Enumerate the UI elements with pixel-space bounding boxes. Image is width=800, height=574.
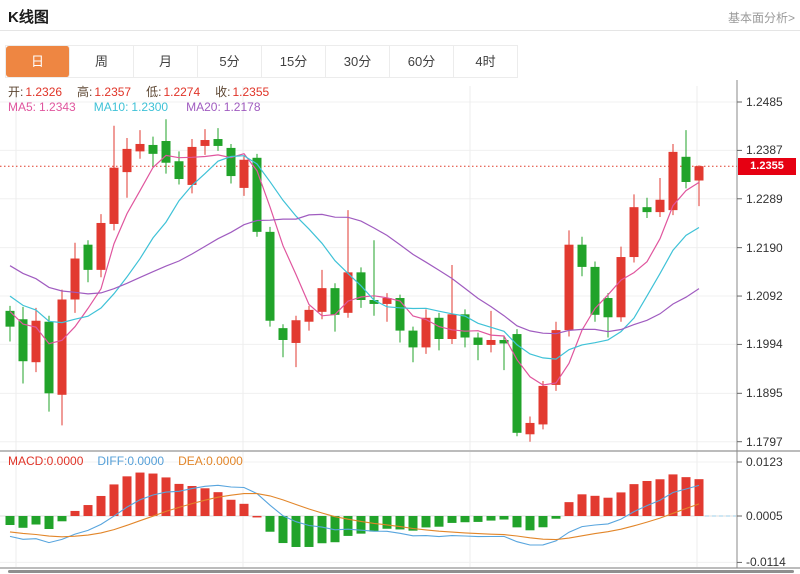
macd-value: MACD:0.0000 — [8, 454, 84, 468]
price-axis-label: 1.2485 — [746, 95, 783, 109]
last-price-badge: 1.2355 — [738, 158, 796, 175]
price-axis-label: 1.1797 — [746, 435, 783, 449]
ohlc-open: 开: 1.2326 — [8, 85, 63, 99]
ma5-readout: MA5: 1.2343 — [8, 100, 76, 114]
ma20-readout: MA20: 1.2178 — [186, 100, 261, 114]
dea-value: DEA:0.0000 — [178, 454, 243, 468]
ma10-readout: MA10: 1.2300 — [93, 100, 169, 114]
diff-value: DIFF:0.0000 — [97, 454, 165, 468]
price-axis-label: 1.2289 — [746, 192, 783, 206]
macd-axis-label: 0.0005 — [746, 509, 783, 523]
fundamental-analysis-link[interactable]: 基本面分析> — [727, 11, 795, 25]
tab-month[interactable]: 月 — [134, 46, 198, 77]
ohlc-high: 高: 1.2357 — [77, 85, 132, 99]
page-title: K线图 — [8, 9, 49, 26]
price-axis-label: 1.2092 — [746, 289, 783, 303]
ohlc-close: 收: 1.2355 — [215, 85, 270, 99]
ohlc-low: 低: 1.2274 — [146, 85, 201, 99]
price-axis-label: 1.1994 — [746, 337, 783, 351]
price-axis-label: 1.2387 — [746, 143, 783, 157]
bottom-scrollbar[interactable] — [8, 570, 794, 573]
tab-week[interactable]: 周 — [70, 46, 134, 77]
macd-readout: MACD:0.0000 DIFF:0.0000 DEA:0.0000 — [8, 454, 243, 468]
tab-day[interactable]: 日 — [6, 46, 70, 77]
tab-60min[interactable]: 60分 — [390, 46, 454, 77]
tab-30min[interactable]: 30分 — [326, 46, 390, 77]
macd-axis-label: 0.0123 — [746, 455, 783, 469]
tab-4hour[interactable]: 4时 — [475, 54, 496, 69]
tab-15min[interactable]: 15分 — [262, 46, 326, 77]
price-axis-label: 1.2190 — [746, 241, 783, 255]
tab-5min[interactable]: 5分 — [198, 46, 262, 77]
ma-readout: MA5: 1.2343 MA10: 1.2300 MA20: 1.2178 — [8, 100, 261, 114]
timeframe-tabs: 日 周 月 5分 15分 30分 60分 4时 — [5, 45, 518, 78]
macd-axis-label: -0.0114 — [746, 555, 786, 569]
header-divider — [0, 30, 800, 31]
price-axis-label: 1.1895 — [746, 386, 783, 400]
ohlc-readout: 开: 1.2326 高: 1.2357 低: 1.2274 收: 1.2355 — [8, 83, 269, 100]
